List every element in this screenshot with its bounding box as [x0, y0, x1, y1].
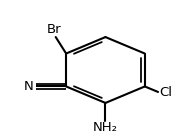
Text: Br: Br [46, 23, 61, 36]
Text: Cl: Cl [159, 86, 172, 99]
Text: N: N [23, 80, 33, 93]
Text: NH₂: NH₂ [93, 122, 118, 134]
